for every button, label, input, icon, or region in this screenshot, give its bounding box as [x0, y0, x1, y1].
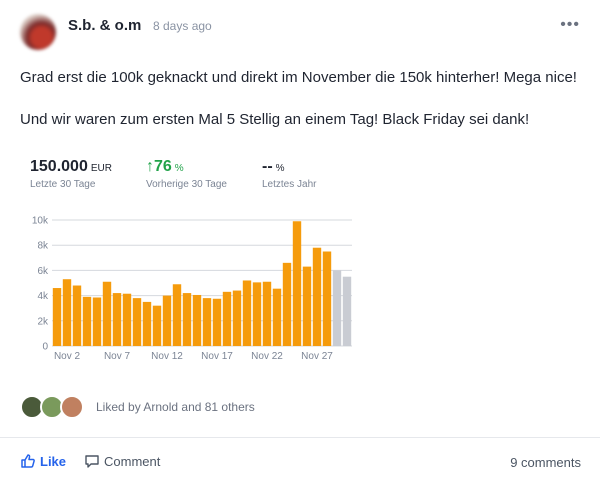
post-header: S.b. & o.m 8 days ago •••: [20, 14, 580, 54]
y-tick-label: 6k: [37, 266, 49, 277]
post-timestamp[interactable]: 8 days ago: [153, 19, 212, 33]
x-tick-label: Nov 2: [54, 351, 81, 362]
likes-text[interactable]: Liked by Arnold and 81 others: [96, 400, 255, 414]
chart-bar: [142, 301, 152, 346]
likes-summary[interactable]: Liked by Arnold and 81 others: [20, 395, 320, 419]
chart-bar: [82, 296, 92, 346]
comment-bubble-icon: [85, 455, 99, 468]
like-label[interactable]: Like: [40, 454, 67, 469]
chart-bar: [52, 288, 62, 346]
chart-bar: [192, 294, 202, 346]
chart-bar: [162, 295, 172, 346]
chart-bar: [262, 281, 272, 346]
x-tick-label: Nov 27: [301, 351, 333, 362]
chart-bar: [152, 305, 162, 346]
stat-value: 76: [154, 158, 172, 175]
x-tick-label: Nov 7: [104, 351, 131, 362]
chart-bar: [182, 293, 192, 346]
stat-label: Letztes Jahr: [262, 179, 317, 190]
more-options-icon[interactable]: •••: [560, 16, 580, 33]
chart-bar: [222, 291, 232, 346]
stat-last-30-days: 150.000 EUR Letzte 30 Tage: [30, 158, 112, 190]
chart-bar: [332, 270, 342, 346]
stat-unit: %: [275, 163, 285, 174]
stat-unit: EUR: [90, 163, 112, 174]
stat-value: 150.000: [30, 158, 88, 175]
x-tick-label: Nov 17: [201, 351, 233, 362]
chart-bar: [132, 298, 142, 346]
chart-bar: [242, 280, 252, 346]
chart-bar: [202, 298, 212, 346]
y-tick-label: 4k: [37, 291, 49, 302]
stat-label: Letzte 30 Tage: [30, 179, 96, 190]
like-button[interactable]: Like: [20, 453, 66, 469]
y-tick-label: 0: [42, 342, 48, 353]
chart-bar: [302, 266, 312, 346]
chart-bar: [112, 293, 122, 346]
y-tick-label: 10k: [32, 216, 49, 227]
chart-bar: [212, 298, 222, 346]
stat-previous-30-days: ↑76% Vorherige 30 Tage: [146, 158, 227, 190]
stat-unit: %: [174, 163, 184, 174]
chart-bar: [282, 262, 292, 346]
chart-bar: [322, 251, 332, 346]
y-tick-label: 2k: [37, 316, 49, 327]
x-tick-label: Nov 22: [251, 351, 283, 362]
x-tick-label: Nov 12: [151, 351, 183, 362]
chart-bar: [252, 282, 262, 346]
comment-label[interactable]: Comment: [104, 454, 161, 469]
y-tick-label: 8k: [37, 241, 49, 252]
chart-bar: [122, 293, 132, 346]
author-avatar[interactable]: [20, 14, 56, 50]
comments-count-link[interactable]: 9 comments: [510, 455, 581, 470]
comment-button[interactable]: Comment: [84, 453, 160, 469]
author-name[interactable]: S.b. & o.m: [68, 17, 142, 34]
chart-bar: [312, 247, 322, 346]
arrow-up-icon: ↑: [146, 158, 154, 175]
liker-avatar[interactable]: [60, 395, 84, 419]
stats-summary: 150.000 EUR Letzte 30 Tage ↑76% Vorherige…: [30, 158, 330, 192]
stat-value: --: [262, 158, 273, 175]
chart-bar: [232, 290, 242, 346]
chart-bar: [292, 221, 302, 346]
thumbs-up-icon: [21, 454, 35, 468]
post-text-line-1: Grad erst die 100k geknackt und direkt i…: [20, 69, 577, 86]
chart-bar: [272, 288, 282, 346]
chart-bar: [72, 285, 82, 346]
post-text-line-2: Und wir waren zum ersten Mal 5 Stellig a…: [20, 111, 530, 128]
chart-bar: [102, 281, 112, 346]
chart-bar: [92, 297, 102, 346]
chart-bar: [172, 284, 182, 346]
divider: [0, 437, 600, 438]
revenue-bar-chart: 0 2k 4k 6k 8k 10k Nov 2 Nov 7 Nov 12 Nov 17 Nov 22…: [32, 216, 352, 362]
stat-last-year: --% Letztes Jahr: [262, 158, 316, 190]
chart-bar: [342, 276, 352, 346]
chart-bar: [62, 279, 72, 346]
stat-label: Vorherige 30 Tage: [146, 179, 227, 190]
